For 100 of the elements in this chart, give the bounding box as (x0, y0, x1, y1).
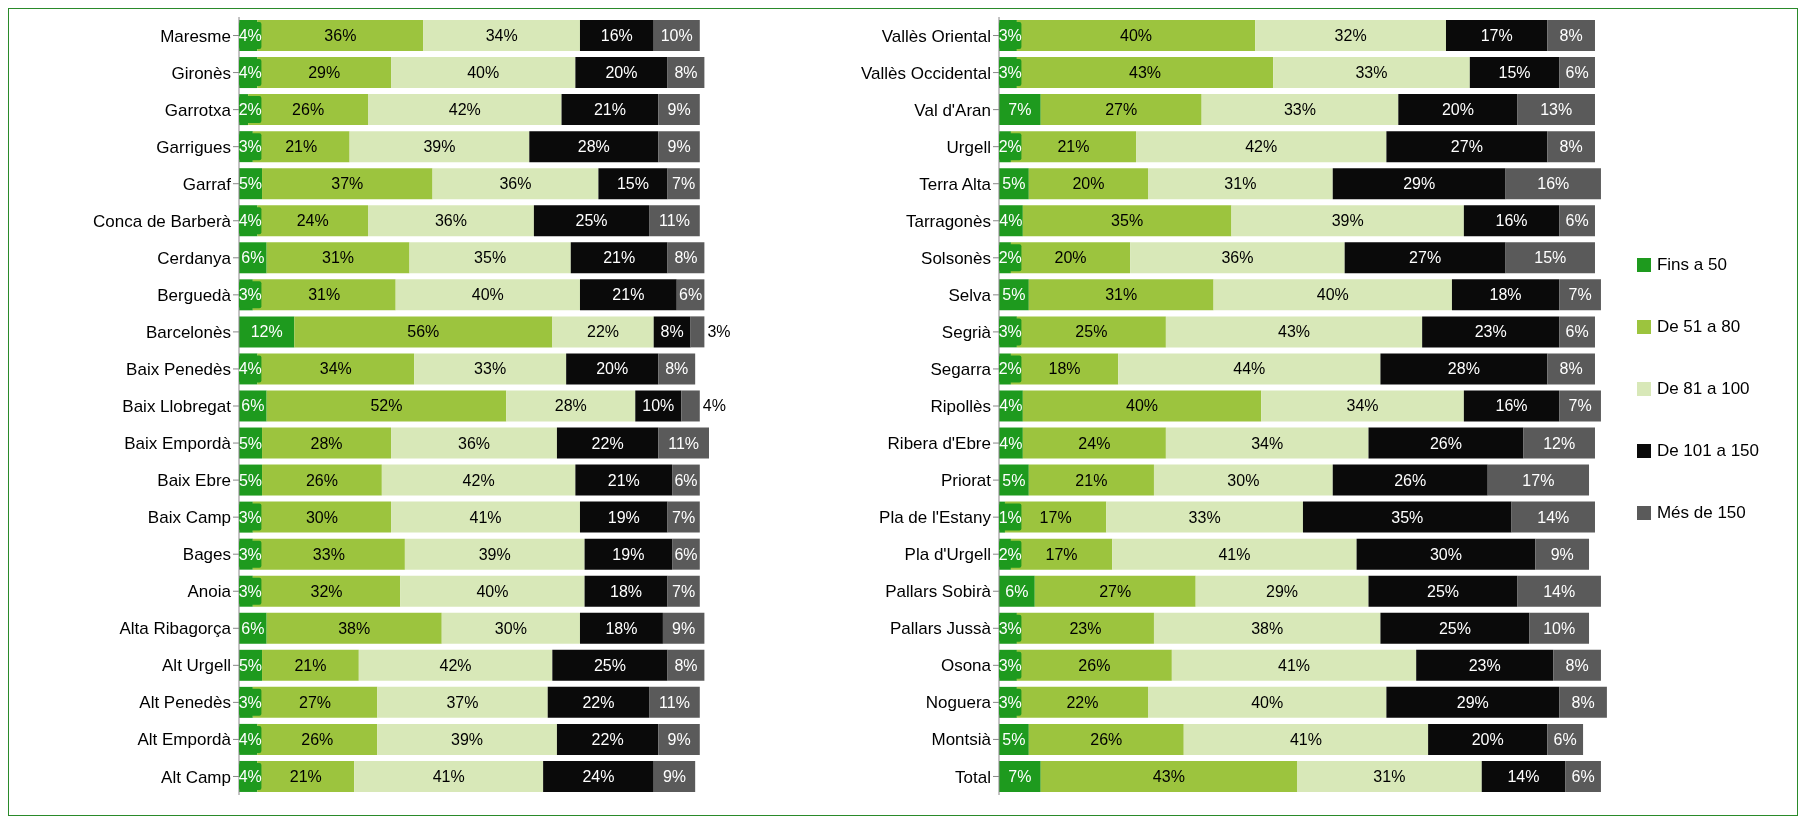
data-label: 25% (1075, 323, 1108, 341)
data-label: 31% (1373, 767, 1406, 785)
data-label: 24% (582, 767, 615, 785)
data-label: 11% (659, 693, 690, 711)
data-label: 33% (312, 545, 345, 563)
data-label: 22% (591, 730, 624, 748)
data-label: 10% (1543, 619, 1576, 637)
legend-label: De 51 a 80 (1656, 317, 1741, 337)
data-label: 43% (1278, 323, 1311, 341)
y-tick-label: Val d'Aran (914, 100, 991, 120)
data-label: 6% (1565, 64, 1589, 82)
data-label: 56% (407, 323, 440, 341)
data-label: 5% (1002, 175, 1026, 193)
data-label: 25% (593, 656, 626, 674)
data-label: 21% (593, 101, 626, 119)
data-label: 25% (575, 212, 608, 230)
y-tick-label: Osona (940, 656, 992, 676)
data-label: 29% (1266, 582, 1299, 600)
data-label: 36% (1221, 249, 1254, 267)
y-tick-label: Solsonès (921, 248, 991, 268)
y-tick-label: Conca de Barberà (93, 211, 232, 231)
y-tick-label: Anoia (187, 582, 232, 602)
data-label: 26% (1078, 656, 1111, 674)
data-label: 42% (1245, 138, 1278, 156)
data-label: 18% (605, 619, 638, 637)
data-label: 43% (1152, 767, 1185, 785)
data-label: 36% (457, 434, 491, 452)
data-label: 31% (322, 249, 355, 267)
data-label: 12% (1543, 434, 1576, 452)
y-tick-label: Alt Camp (161, 767, 231, 787)
data-label: 40% (467, 64, 500, 82)
data-label: 32% (310, 582, 343, 600)
data-label: 9% (667, 101, 691, 119)
data-label: 26% (1394, 471, 1427, 489)
y-tick-label: Pla de l'Estany (879, 508, 992, 528)
data-label: 21% (603, 249, 636, 267)
data-label: 5% (1002, 471, 1026, 489)
data-label: 16% (1495, 212, 1528, 230)
data-label: 41% (1218, 545, 1251, 563)
data-label: 21% (1057, 138, 1090, 156)
data-label: 15% (616, 175, 649, 193)
data-label: 20% (596, 360, 629, 378)
data-label: 9% (667, 138, 691, 156)
data-label: 26% (305, 471, 338, 489)
y-tick-label: Alt Penedès (139, 693, 231, 713)
y-tick-label: Alta Ribagorça (119, 619, 232, 639)
data-label: 36% (499, 175, 532, 193)
data-label: 18% (1048, 360, 1081, 378)
data-label: 40% (1126, 397, 1159, 415)
data-label: 24% (296, 212, 329, 230)
data-label: 33% (1188, 508, 1221, 526)
y-tick-label: Segrià (941, 322, 992, 342)
legend-label: Fins a 50 (1656, 255, 1727, 275)
y-tick-label: Alt Empordà (137, 730, 232, 750)
y-tick-label: Barcelonès (145, 322, 231, 342)
data-label: 40% (1120, 27, 1153, 44)
data-label: 27% (1450, 138, 1483, 156)
data-label: 24% (1078, 434, 1111, 452)
data-label: 26% (301, 730, 334, 748)
data-label: 42% (439, 656, 472, 674)
y-tick-label: Tarragonès (905, 211, 991, 231)
y-tick-label: Berguedà (157, 285, 232, 305)
data-label: 6% (1005, 582, 1029, 600)
data-label: 28% (577, 138, 610, 156)
y-tick-label: Garrigues (156, 137, 231, 157)
data-label: 25% (1438, 619, 1471, 637)
data-label: 16% (600, 27, 633, 44)
data-label: 3% (707, 323, 731, 341)
data-label: 28% (310, 434, 343, 452)
data-label: 27% (1105, 101, 1138, 119)
data-label: 43% (1129, 64, 1162, 82)
data-label: 15% (1498, 64, 1531, 82)
data-label: 13% (1540, 101, 1573, 119)
data-label: 29% (308, 64, 341, 82)
data-label: 35% (1111, 212, 1144, 230)
data-label: 12% (250, 323, 283, 341)
data-label: 27% (1099, 582, 1132, 600)
data-label: 20% (1054, 249, 1087, 267)
data-label: 14% (1507, 767, 1540, 785)
data-label: 44% (1233, 360, 1266, 378)
y-tick-label: Ribera d'Ebre (887, 434, 991, 454)
data-label: 6% (241, 397, 265, 415)
data-label: 29% (1403, 175, 1436, 193)
data-label: 10% (660, 27, 693, 44)
data-label: 33% (1283, 101, 1316, 119)
data-label: 30% (305, 508, 338, 526)
data-label: 20% (1471, 730, 1504, 748)
data-label: 20% (605, 64, 638, 82)
y-tick-label: Urgell (946, 137, 991, 157)
data-label: 27% (1409, 249, 1442, 267)
data-label: 34% (319, 360, 352, 378)
data-label: 23% (1474, 323, 1507, 341)
data-label: 18% (1489, 286, 1522, 304)
data-label: 30% (1429, 545, 1463, 563)
data-label: 40% (1316, 286, 1349, 304)
data-label: 7% (1568, 397, 1592, 415)
data-label: 33% (1355, 64, 1388, 82)
data-label: 7% (1008, 767, 1032, 785)
data-label: 25% (1426, 582, 1460, 600)
data-label: 28% (554, 397, 587, 415)
